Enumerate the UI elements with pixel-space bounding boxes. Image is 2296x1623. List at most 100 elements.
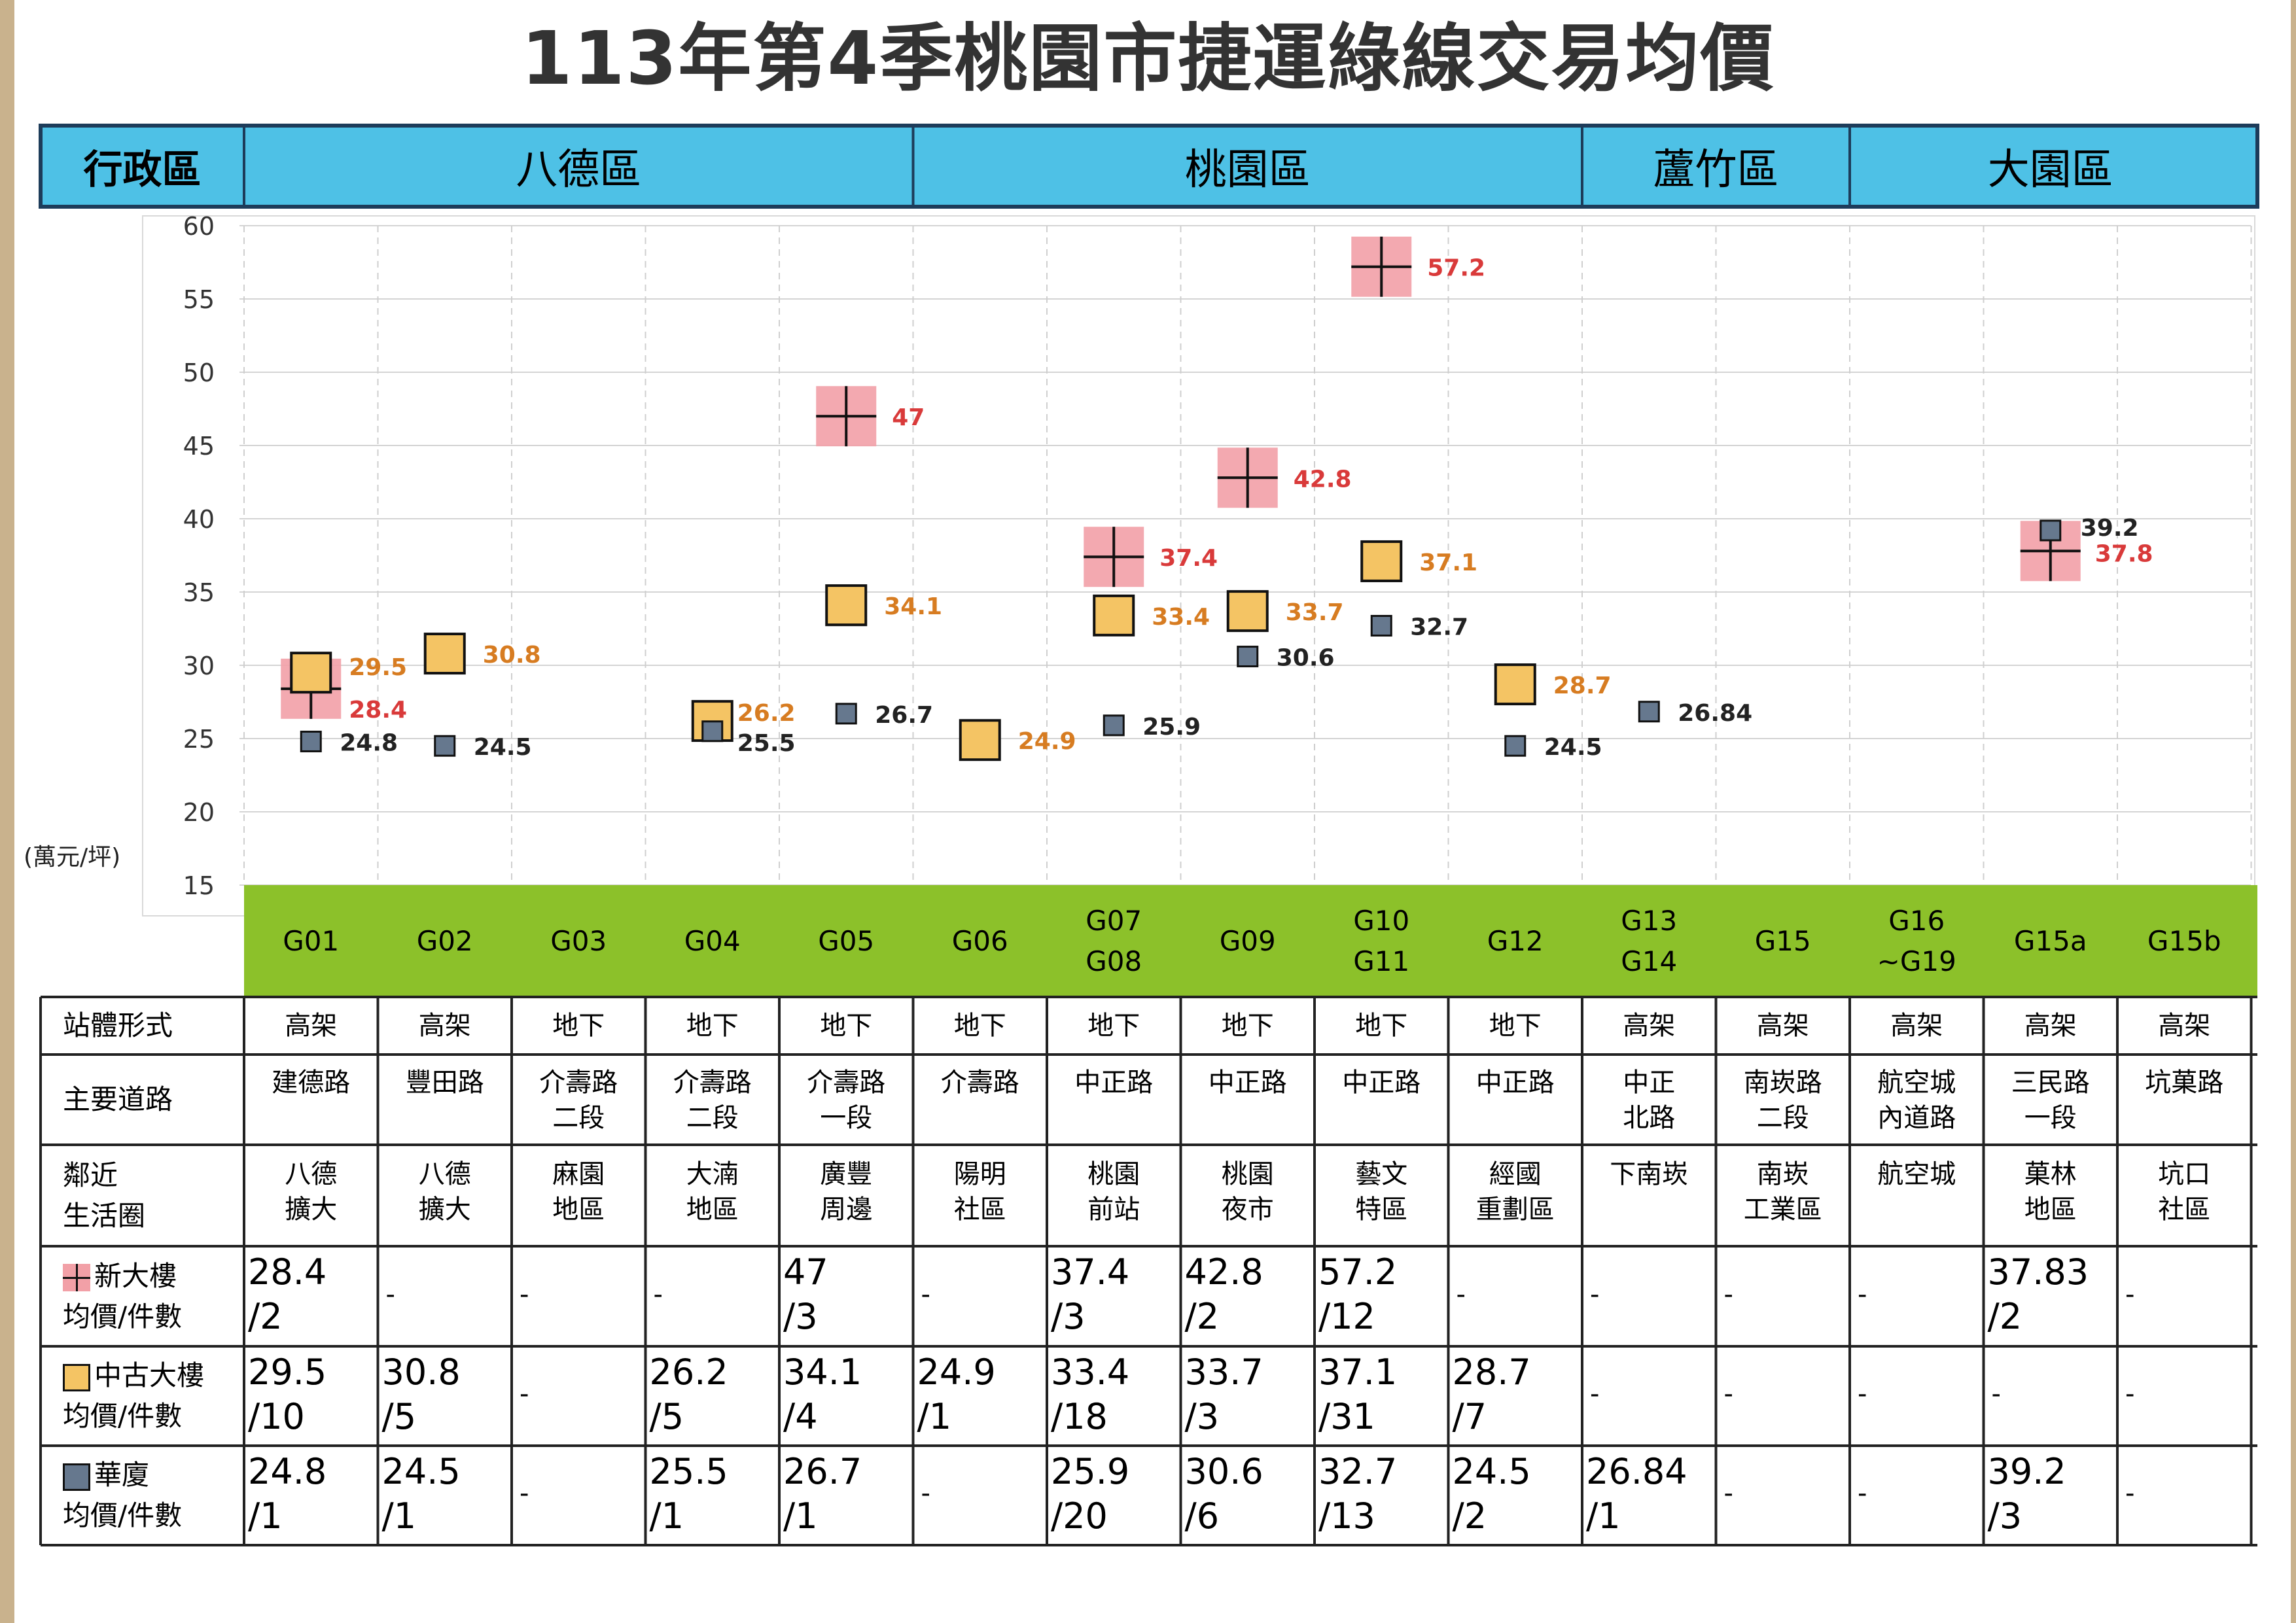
pre-owned-marker [825, 584, 868, 627]
apartment-marker [1103, 714, 1125, 737]
table-cell: 廣豐 周邊 [779, 1157, 913, 1227]
deal-count: /1 [248, 1495, 283, 1537]
left-border [0, 0, 14, 1623]
table-cell-line: 三民路 [2011, 1068, 2090, 1098]
data-label: 29.5 [349, 654, 407, 681]
value-cell: 26.2/5 [646, 1350, 780, 1439]
table-cell-line: 中正 [1623, 1068, 1676, 1098]
value-cell: 33.7/3 [1181, 1350, 1315, 1439]
apartment-marker [1370, 615, 1392, 637]
table-cell: 八德 擴大 [244, 1157, 378, 1227]
pre-owned-marker [290, 652, 332, 694]
table-cell-line: 經國 [1489, 1159, 1542, 1189]
deal-count: /3 [1051, 1296, 1086, 1337]
avg-price: 26.84 [1586, 1451, 1687, 1492]
deal-count: /5 [381, 1396, 417, 1437]
table-cell-line: 工業區 [1743, 1195, 1822, 1225]
station-label: G16 ~G19 [1850, 885, 1984, 997]
plot-frame [142, 215, 2255, 916]
table-cell: 地下 [1047, 997, 1181, 1055]
empty-cell: - [1456, 1279, 1466, 1310]
data-label: 30.8 [483, 642, 541, 669]
avg-price: 25.5 [649, 1451, 728, 1492]
table-cell: 中正路 [1449, 1065, 1583, 1100]
value-cell: 24.5/1 [378, 1450, 512, 1539]
value-cell: 24.5/2 [1449, 1450, 1583, 1539]
table-cell-line: 擴大 [285, 1195, 338, 1225]
table-cell: 中正路 [1315, 1065, 1449, 1100]
avg-price: 24.8 [248, 1451, 327, 1492]
deal-count: /2 [1987, 1296, 2022, 1337]
station-label: G09 [1181, 885, 1315, 997]
table-cell-line: 坑菓路 [2145, 1068, 2224, 1098]
right-border [2291, 0, 2296, 1623]
pre-owned-marker [423, 633, 466, 675]
empty-cell: - [2125, 1279, 2135, 1310]
table-cell-line: 桃園 [1221, 1159, 1274, 1189]
table-cell-line: 豐田路 [405, 1068, 484, 1098]
row-header: 新大樓 均價/件數 [41, 1246, 244, 1346]
avg-price: 57.2 [1318, 1251, 1398, 1293]
table-cell: 建德路 [244, 1065, 378, 1100]
table-cell: 介壽路 二段 [512, 1065, 646, 1136]
row-header-line: 鄰近 [63, 1159, 118, 1191]
station-label: G06 [913, 885, 1048, 997]
data-label: 24.5 [1544, 734, 1602, 761]
empty-cell: - [520, 1379, 529, 1409]
table-cell-line: 前站 [1087, 1195, 1140, 1225]
table-cell: 地下 [512, 997, 646, 1055]
district-label: 桃園區 [1184, 146, 1311, 194]
table-cell: 地下 [1449, 997, 1583, 1055]
avg-price: 37.4 [1051, 1251, 1130, 1293]
station-label-line: G07 [1086, 904, 1142, 937]
deal-count: /13 [1318, 1495, 1375, 1537]
empty-cell: - [921, 1279, 930, 1310]
value-cell: 47/3 [779, 1250, 913, 1339]
value-cell: 32.7/13 [1315, 1450, 1449, 1539]
station-label: G01 [244, 885, 378, 997]
row-header-text: 新大樓 [94, 1259, 177, 1292]
table-cell-line: 一段 [820, 1103, 873, 1133]
station-label-line: G01 [283, 924, 340, 957]
table-cell-line: 坑口 [2158, 1159, 2211, 1189]
table-cell-line: 高架 [285, 1011, 338, 1041]
avg-price: 30.8 [381, 1352, 461, 1393]
row-header-line: 生活圈 [63, 1199, 146, 1232]
avg-price: 37.83 [1987, 1251, 2089, 1293]
data-label: 33.7 [1286, 599, 1344, 626]
table-cell: 桃園 夜市 [1181, 1157, 1315, 1227]
empty-cell: - [1723, 1379, 1733, 1409]
table-cell: 介壽路 二段 [646, 1065, 780, 1136]
data-label: 26.2 [737, 700, 796, 727]
value-cell: 28.7/7 [1449, 1350, 1583, 1439]
data-label: 39.2 [2081, 515, 2139, 542]
deal-count: /1 [381, 1495, 417, 1537]
y-tick-label: 15 [183, 871, 215, 900]
apartment-marker [701, 720, 724, 742]
table-cell: 坑口 社區 [2117, 1157, 2252, 1227]
apartment-legend-icon [63, 1463, 90, 1491]
avg-price: 47 [783, 1251, 828, 1293]
table-cell: 地下 [1315, 997, 1449, 1055]
data-label: 25.9 [1142, 714, 1201, 741]
station-label-line: G16 [1888, 904, 1945, 937]
table-cell-line: 重劃區 [1475, 1195, 1555, 1225]
deal-count: /2 [248, 1296, 283, 1337]
station-label-line: G15a [2013, 924, 2087, 957]
table-cell: 高架 [1984, 997, 2118, 1055]
table-cell-line: 建德路 [272, 1068, 351, 1098]
empty-cell: - [921, 1478, 930, 1509]
table-cell-line: 高架 [1623, 1011, 1676, 1041]
empty-cell: - [1590, 1279, 1600, 1310]
deal-count: /4 [783, 1396, 818, 1437]
table-cell-line: 介壽路 [673, 1068, 752, 1098]
pre-owned-marker [959, 719, 1001, 761]
y-tick-label: 50 [183, 358, 215, 387]
table-cell: 地下 [913, 997, 1048, 1055]
y-tick-label: 55 [183, 285, 215, 314]
pre-owned-marker [1360, 540, 1403, 582]
deal-count: /3 [1184, 1396, 1220, 1437]
avg-price: 28.4 [248, 1251, 327, 1293]
table-cell-line: 下南崁 [1610, 1159, 1689, 1189]
station-label-line: G15b [2147, 924, 2221, 957]
